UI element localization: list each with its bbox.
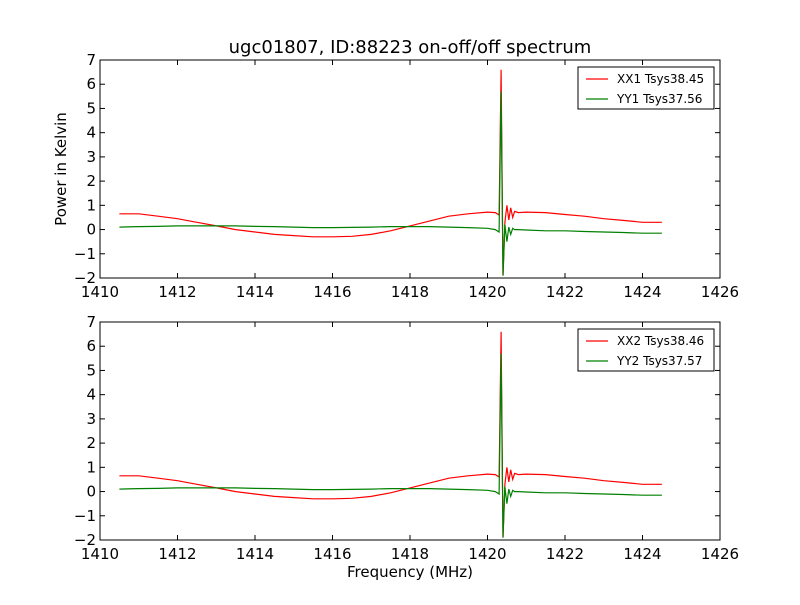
top-plot-lines <box>119 69 662 276</box>
bottom-x-tick-label: 1426 <box>701 545 739 563</box>
top-y-tick-label: 1 <box>86 196 96 214</box>
bottom-series-line-2 <box>119 353 662 538</box>
top-y-tick-label: 4 <box>86 124 96 142</box>
bottom-y-tick-label: 4 <box>86 386 96 404</box>
bottom-y-tick-label: 7 <box>86 313 96 331</box>
top-x-tick-label: 1414 <box>236 283 274 301</box>
top-x-tick-label: 1424 <box>623 283 661 301</box>
top-y-tick-label: 2 <box>86 172 96 190</box>
top-y-tick-label: −2 <box>74 269 96 287</box>
top-x-tick-label: 1410 <box>81 283 119 301</box>
bottom-series-line-1 <box>119 331 662 538</box>
bottom-y-tick-label: 5 <box>86 361 96 379</box>
bottom-legend-label-1: XX2 Tsys38.46 <box>617 334 704 348</box>
bottom-x-tick-label: 1416 <box>313 545 351 563</box>
bottom-x-axis-label: Frequency (MHz) <box>347 563 473 581</box>
bottom-plot-lines <box>119 331 662 538</box>
bottom-y-tick-label: 1 <box>86 458 96 476</box>
top-y-tick-label: 6 <box>86 75 96 93</box>
top-x-tick-label: 1420 <box>468 283 506 301</box>
top-legend-box <box>577 66 715 110</box>
bottom-legend-box <box>577 328 715 372</box>
top-y-axis-label: Power in Kelvin <box>52 112 70 226</box>
bottom-x-tick-label: 1422 <box>546 545 584 563</box>
top-series-line-2 <box>119 91 662 276</box>
bottom-y-tick-label: 2 <box>86 434 96 452</box>
bottom-y-tick-label: −2 <box>74 531 96 549</box>
bottom-x-tick-label: 1410 <box>81 545 119 563</box>
bottom-legend: XX2 Tsys38.46 YY2 Tsys37.57 <box>577 328 715 372</box>
bottom-x-tick-label: 1412 <box>158 545 196 563</box>
top-x-tick-label: 1422 <box>546 283 584 301</box>
chart-title: ugc01807, ID:88223 on-off/off spectrum <box>229 37 592 58</box>
top-x-tick-label: 1412 <box>158 283 196 301</box>
top-series-line-1 <box>119 69 662 276</box>
top-y-tick-label: −1 <box>74 245 96 263</box>
bottom-y-tick-label: 3 <box>86 410 96 428</box>
top-legend: XX1 Tsys38.45 YY1 Tsys37.56 <box>577 66 715 110</box>
top-legend-label-1: XX1 Tsys38.45 <box>617 72 704 86</box>
top-y-tick-label: 0 <box>86 221 96 239</box>
top-x-tick-label: 1418 <box>391 283 429 301</box>
top-y-tick-label: 3 <box>86 148 96 166</box>
bottom-y-tick-label: 6 <box>86 337 96 355</box>
bottom-x-tick-label: 1418 <box>391 545 429 563</box>
bottom-y-tick-label: −1 <box>74 507 96 525</box>
top-legend-label-2: YY1 Tsys37.56 <box>616 92 702 106</box>
bottom-subplot: 1410 1412 1414 1416 1418 1420 1422 1424 1426−2−1… <box>74 313 739 581</box>
bottom-legend-label-2: YY2 Tsys37.57 <box>616 354 702 368</box>
top-x-tick-label: 1426 <box>701 283 739 301</box>
top-y-tick-label: 7 <box>86 51 96 69</box>
top-x-tick-label: 1416 <box>313 283 351 301</box>
top-subplot: 1410 1412 1414 1416 1418 1420 1422 1424 1426−2−1… <box>52 51 739 301</box>
bottom-x-tick-label: 1424 <box>623 545 661 563</box>
top-y-tick-label: 5 <box>86 99 96 117</box>
bottom-y-tick-label: 0 <box>86 483 96 501</box>
bottom-x-tick-label: 1420 <box>468 545 506 563</box>
bottom-x-tick-label: 1414 <box>236 545 274 563</box>
